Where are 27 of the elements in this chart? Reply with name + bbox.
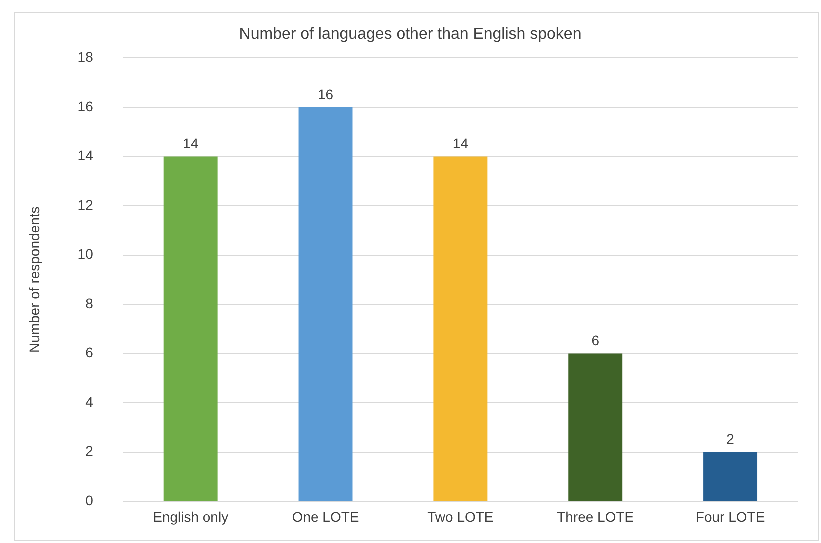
x-tick-label: Four LOTE xyxy=(696,508,766,525)
bar xyxy=(704,452,758,502)
y-tick-label: 2 xyxy=(86,443,94,460)
y-tick-label: 8 xyxy=(86,295,94,312)
y-tick-label: 10 xyxy=(78,246,94,262)
y-tick-label: 6 xyxy=(86,344,94,361)
bar xyxy=(298,107,353,502)
bar xyxy=(164,156,218,502)
x-tick-label: Two LOTE xyxy=(428,508,494,525)
y-tick-label: 12 xyxy=(78,196,94,213)
data-label: 2 xyxy=(726,431,735,448)
y-tick-label: 14 xyxy=(78,148,94,164)
bar xyxy=(434,156,488,502)
y-tick-label: 18 xyxy=(78,49,94,66)
x-tick-label: One LOTE xyxy=(292,508,360,525)
x-tick-label: Three LOTE xyxy=(557,508,634,525)
y-tick-label: 16 xyxy=(78,98,94,114)
y-tick-label: 4 xyxy=(86,394,94,410)
data-label: 6 xyxy=(592,332,600,349)
bar xyxy=(568,354,623,502)
y-tick-label: 0 xyxy=(86,492,94,508)
x-tick-label: English only xyxy=(153,508,229,525)
y-axis-title: Number of respondents xyxy=(26,206,42,354)
data-label: 16 xyxy=(318,86,334,102)
chart-title: Number of languages other than English spoken xyxy=(239,26,582,44)
data-label: 14 xyxy=(452,136,469,152)
data-label: 14 xyxy=(183,136,199,152)
